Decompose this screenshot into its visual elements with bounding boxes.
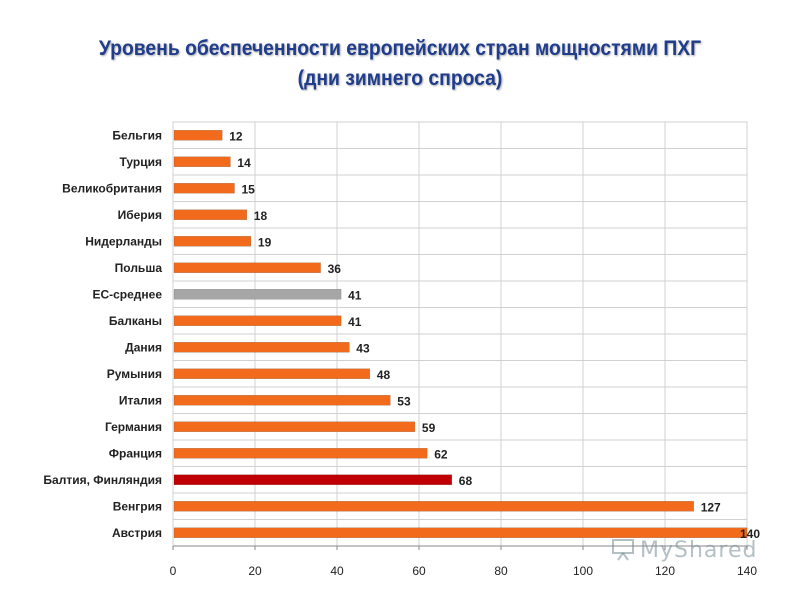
x-tick-label: 140 xyxy=(737,564,757,578)
watermark-text: MyShared xyxy=(640,538,758,563)
value-label: 43 xyxy=(356,341,370,355)
value-label: 15 xyxy=(242,182,256,196)
category-label: Дания xyxy=(125,340,162,354)
category-label: Франция xyxy=(109,446,162,460)
category-label: Нидерланды xyxy=(85,234,162,248)
category-label: Иберия xyxy=(118,208,162,222)
category-label: Балканы xyxy=(109,314,162,328)
x-tick-label: 20 xyxy=(248,564,262,578)
bar xyxy=(173,315,342,326)
x-tick-label: 80 xyxy=(494,564,508,578)
category-label: Италия xyxy=(119,393,162,407)
chart-title-line2: (дни зимнего спроса) xyxy=(297,67,503,90)
value-label: 53 xyxy=(397,394,411,408)
category-label: Польша xyxy=(115,261,163,275)
category-label: ЕС-среднее xyxy=(92,287,162,301)
bar xyxy=(173,156,231,167)
category-label: Венгрия xyxy=(113,499,162,513)
value-label: 12 xyxy=(229,129,243,143)
category-label: Великобритания xyxy=(62,181,162,195)
value-label: 41 xyxy=(348,315,362,329)
value-label: 62 xyxy=(434,447,448,461)
chart-title: Уровень обеспеченности европейских стран… xyxy=(32,34,768,94)
chart-title-line1: Уровень обеспеченности европейских стран… xyxy=(98,37,702,60)
bar xyxy=(173,183,235,194)
category-label: Австрия xyxy=(112,526,162,540)
value-label: 36 xyxy=(328,262,342,276)
bar xyxy=(173,448,428,459)
x-tick-label: 120 xyxy=(655,564,675,578)
value-label: 127 xyxy=(701,500,721,514)
bar xyxy=(173,527,748,538)
value-label: 41 xyxy=(348,288,362,302)
bar xyxy=(173,289,342,300)
x-tick-label: 100 xyxy=(573,564,593,578)
value-label: 18 xyxy=(254,209,268,223)
value-label: 14 xyxy=(237,156,251,170)
value-label: 68 xyxy=(459,474,473,488)
x-tick-label: 0 xyxy=(170,564,177,578)
bar xyxy=(173,421,416,432)
category-label: Бельгия xyxy=(112,128,162,142)
bar xyxy=(173,262,321,273)
value-label: 59 xyxy=(422,421,436,435)
bar xyxy=(173,209,248,220)
x-tick-label: 40 xyxy=(330,564,344,578)
x-tick-label: 60 xyxy=(412,564,426,578)
bar xyxy=(173,368,371,379)
value-label: 48 xyxy=(377,368,391,382)
value-label: 140 xyxy=(740,527,760,541)
bar xyxy=(173,342,350,353)
bar xyxy=(173,474,453,485)
category-label: Германия xyxy=(105,420,162,434)
bar xyxy=(173,130,223,141)
category-label: Балтия, Финляндия xyxy=(43,473,162,487)
value-label: 19 xyxy=(258,235,272,249)
bar xyxy=(173,501,694,512)
bar xyxy=(173,236,252,247)
category-label: Румыния xyxy=(107,367,162,381)
bar xyxy=(173,395,391,406)
category-label: Турция xyxy=(120,155,162,169)
presentation-icon xyxy=(612,539,634,561)
